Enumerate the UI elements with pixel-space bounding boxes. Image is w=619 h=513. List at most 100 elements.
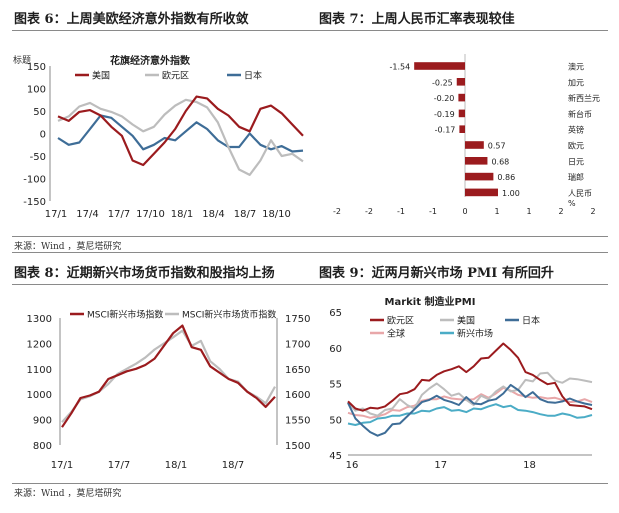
x-tick-label: -1 bbox=[429, 207, 437, 216]
bar-value-label: 0.68 bbox=[491, 157, 509, 166]
bar-7 bbox=[465, 172, 494, 181]
y-tick-label: -100 bbox=[23, 175, 46, 186]
bar-2 bbox=[458, 93, 465, 102]
x-tick-label: 17/1 bbox=[45, 209, 67, 220]
right-y-tick-label: 1500 bbox=[285, 441, 310, 452]
category-label: 新西兰元 bbox=[568, 93, 600, 103]
left-y-tick-label: 1100 bbox=[27, 365, 52, 376]
left-y-tick-label: 800 bbox=[33, 441, 52, 452]
panel-6-title: 图表 6：上周美欧经济意外指数有所收敛 bbox=[14, 12, 249, 27]
bar-1 bbox=[456, 78, 465, 86]
bar-value-label: 1.00 bbox=[502, 189, 520, 198]
y-tick-label: 100 bbox=[27, 85, 46, 96]
bar-0 bbox=[414, 62, 465, 70]
series-line-equity bbox=[61, 324, 276, 428]
y-axis-label: 标题 bbox=[13, 54, 31, 66]
source-bottom: 来源：Wind ，莫尼塔研究 bbox=[14, 489, 122, 499]
series-line-2 bbox=[57, 114, 304, 153]
left-y-tick-label: 1200 bbox=[27, 339, 52, 350]
x-tick-label: 0 bbox=[462, 207, 467, 216]
legend-eurozone-label: 欧元区 bbox=[162, 70, 189, 82]
y-tick-label: 50 bbox=[33, 107, 46, 118]
bar-6 bbox=[465, 157, 488, 165]
left-y-tick-label: 1000 bbox=[27, 390, 52, 401]
top-source-rule bbox=[12, 236, 608, 237]
x-tick-label: -1 bbox=[397, 207, 405, 216]
x-tick-label: 1 bbox=[494, 207, 499, 216]
panel-7-title: 图表 7：上周人民币汇率表现较佳 bbox=[319, 12, 515, 27]
panel-9-title: 图表 9：近两月新兴市场 PMI 有所回升 bbox=[319, 266, 554, 281]
x-tick-label: 17/7 bbox=[108, 460, 130, 471]
y-tick-label: 50 bbox=[329, 415, 342, 426]
x-tick-label: 18/4 bbox=[202, 209, 224, 220]
series-line-4 bbox=[347, 403, 593, 426]
x-tick-label: 18/10 bbox=[262, 209, 291, 220]
legend-japan-label: 日本 bbox=[244, 70, 262, 82]
mid2-rule bbox=[12, 284, 608, 285]
chart-title: 花旗经济意外指数 bbox=[110, 54, 191, 67]
x-tick-label: -2 bbox=[333, 207, 341, 216]
y-tick-label: 60 bbox=[329, 344, 342, 355]
legend-japan-label: 日本 bbox=[522, 315, 540, 327]
legend-eurozone-label: 欧元区 bbox=[387, 315, 414, 327]
bar-value-label: -0.17 bbox=[435, 126, 456, 135]
x-unit-label: % bbox=[568, 199, 576, 208]
category-label: 澳元 bbox=[568, 62, 584, 72]
y-tick-label: 65 bbox=[329, 308, 342, 319]
x-tick-label: 17/1 bbox=[51, 460, 73, 471]
x-tick-label: 18/1 bbox=[165, 460, 187, 471]
panel-8-title: 图表 8：近期新兴市场货币指数和股指均上扬 bbox=[14, 266, 275, 281]
bar-value-label: 0.86 bbox=[497, 173, 515, 182]
y-tick-label: 150 bbox=[27, 62, 46, 73]
y-tick-label: -150 bbox=[23, 197, 46, 208]
legend-global-label: 全球 bbox=[387, 328, 405, 340]
source-top: 来源：Wind ，莫尼塔研究 bbox=[14, 242, 122, 252]
mid-rule bbox=[12, 252, 608, 253]
fx-change-chart: -1.54 澳元 -0.25 加元 -0.20 新西兰元 -0.19 新台币 -0.17 英镑 0.… bbox=[333, 54, 600, 216]
series-line-0 bbox=[347, 342, 593, 412]
series-line-1 bbox=[347, 371, 593, 417]
right-y-tick-label: 1600 bbox=[285, 390, 310, 401]
series-line-1 bbox=[57, 98, 304, 176]
x-tick-label: 18 bbox=[523, 460, 536, 471]
right-y-tick-label: 1750 bbox=[285, 314, 310, 325]
category-label: 加元 bbox=[568, 77, 584, 87]
bar-value-label: 0.57 bbox=[488, 142, 506, 151]
legend-msci-em-label: MSCI新兴市场指数 bbox=[87, 309, 163, 321]
right-y-tick-label: 1550 bbox=[285, 416, 310, 427]
right-y-tick-label: 1700 bbox=[285, 339, 310, 350]
category-label: 新台币 bbox=[568, 109, 592, 119]
x-tick-label: 2 bbox=[558, 207, 563, 216]
category-label: 英镑 bbox=[568, 125, 584, 135]
legend-msci-em-currency-label: MSCI新兴市场货币指数 bbox=[182, 309, 276, 321]
x-tick-label: 17/10 bbox=[136, 209, 165, 220]
legend-em-label: 新兴市场 bbox=[457, 328, 493, 340]
bar-value-label: -0.25 bbox=[432, 78, 453, 87]
bar-value-label: -1.54 bbox=[389, 63, 410, 72]
legend-us-label: 美国 bbox=[457, 315, 475, 327]
x-tick-label: 2 bbox=[590, 207, 595, 216]
top-rule bbox=[12, 30, 608, 31]
bar-4 bbox=[459, 125, 465, 133]
x-tick-label: 17/7 bbox=[108, 209, 130, 220]
series-line-currency bbox=[61, 329, 276, 423]
y-tick-label: -50 bbox=[30, 152, 46, 163]
x-tick-label: 16 bbox=[346, 460, 359, 471]
em-index-chart: 1300 1200 1100 1000 900 800 1750 1700 1650 1600 15… bbox=[27, 309, 311, 472]
y-tick-label: 0 bbox=[40, 130, 46, 141]
y-tick-label: 55 bbox=[329, 380, 342, 391]
x-tick-label: 18/7 bbox=[222, 460, 244, 471]
bar-5 bbox=[465, 141, 484, 149]
bar-3 bbox=[458, 109, 465, 118]
left-y-tick-label: 900 bbox=[33, 416, 52, 427]
right-y-tick-label: 1650 bbox=[285, 365, 310, 376]
left-y-tick-label: 1300 bbox=[27, 314, 52, 325]
bar-8 bbox=[465, 188, 498, 197]
category-label: 欧元 bbox=[568, 141, 584, 151]
series-line-0 bbox=[57, 95, 304, 167]
x-tick-label: 17 bbox=[434, 460, 447, 471]
x-tick-label: 18/7 bbox=[234, 209, 256, 220]
chart-title: Markit 制造业PMI bbox=[385, 295, 476, 308]
category-label: 日元 bbox=[568, 157, 584, 166]
